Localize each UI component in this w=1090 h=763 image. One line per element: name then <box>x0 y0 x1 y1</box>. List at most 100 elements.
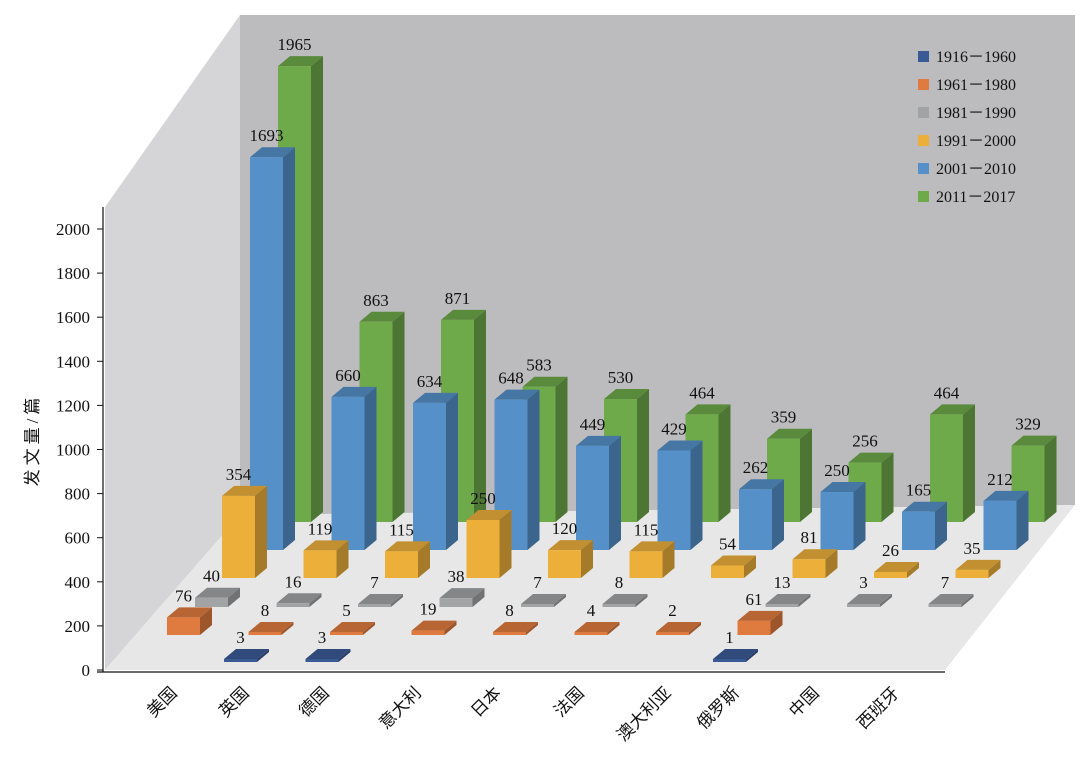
bar-top-face <box>604 389 649 400</box>
y-tick-label: 1600 <box>56 308 90 327</box>
legend-swatch <box>918 163 929 174</box>
bar-side-face <box>555 376 568 522</box>
bar-side-face <box>853 482 866 550</box>
bar: 8 <box>248 601 294 635</box>
data-label: 1 <box>725 628 734 647</box>
bar-side-face <box>609 435 621 550</box>
bar-front-face <box>739 489 772 550</box>
bar-top-face <box>411 620 457 631</box>
bar-side-face <box>391 594 403 607</box>
bar: 262 <box>739 458 784 550</box>
bar: 13 <box>765 573 811 607</box>
bar-top-face <box>522 376 568 387</box>
bar-top-face <box>331 386 377 397</box>
data-label: 464 <box>689 383 715 402</box>
bar-top-face <box>574 622 620 632</box>
bar-front-face <box>411 630 445 635</box>
bar-front-face <box>385 551 418 578</box>
bar: 250 <box>466 489 512 578</box>
data-label: 120 <box>552 519 578 538</box>
data-label: 40 <box>203 567 220 586</box>
bar-side-face <box>907 561 919 578</box>
bar-side-face <box>581 540 593 578</box>
data-label: 8 <box>505 601 514 620</box>
data-label: 449 <box>580 415 606 434</box>
bar-top-face <box>250 147 295 158</box>
bar-top-face <box>983 490 1029 501</box>
bar: 19 <box>411 600 457 635</box>
bar-top-face <box>848 452 894 463</box>
bar: 120 <box>548 519 593 578</box>
data-label: 212 <box>987 470 1013 489</box>
bar: 634 <box>413 372 458 550</box>
bar-front-face <box>167 617 200 635</box>
bar: 8 <box>493 601 538 635</box>
bar-top-face <box>278 56 323 67</box>
y-tick-label: 1800 <box>56 264 90 283</box>
bar-side-face <box>499 510 512 578</box>
bar-side-face <box>309 593 322 607</box>
bar-top-face <box>224 649 269 659</box>
bar-side-face <box>880 594 892 607</box>
data-label: 660 <box>335 366 361 385</box>
data-label: 3 <box>318 628 327 647</box>
bar-front-face <box>493 632 526 635</box>
bar-top-face <box>493 622 538 632</box>
bar: 250 <box>820 461 866 550</box>
data-label: 863 <box>363 291 389 310</box>
bar: 54 <box>711 534 756 578</box>
data-label: 329 <box>1015 415 1041 434</box>
data-label: 1693 <box>250 126 284 145</box>
bar-top-face <box>874 561 919 572</box>
bar-top-face <box>767 428 812 439</box>
bar-front-face <box>847 604 880 607</box>
data-label: 76 <box>175 586 192 605</box>
bar: 8 <box>602 573 648 607</box>
bar-front-face <box>222 495 255 578</box>
bar-side-face <box>935 501 947 550</box>
data-label: 1965 <box>278 35 312 54</box>
bar: 81 <box>792 528 838 578</box>
bar-front-face <box>548 550 581 578</box>
y-tick-label: 1000 <box>56 441 90 460</box>
bar-front-face <box>713 659 746 662</box>
bar-top-face <box>737 610 783 621</box>
bar: 119 <box>303 519 349 578</box>
bar-side-face <box>635 594 648 607</box>
data-label: 19 <box>420 600 437 619</box>
bar-top-face <box>711 555 756 566</box>
bar-front-face <box>248 632 282 635</box>
bar-side-face <box>607 622 620 635</box>
legend-item: 2001－2010 <box>918 161 1016 178</box>
bar-top-face <box>359 311 405 322</box>
bar-top-face <box>305 649 351 659</box>
bar: 61 <box>737 590 783 635</box>
bar-side-face <box>690 440 703 550</box>
bar-front-face <box>874 571 907 578</box>
bar-front-face <box>331 396 365 550</box>
bar-top-face <box>576 435 621 446</box>
bar: 115 <box>385 520 430 578</box>
y-axis-label: 发文量/篇 <box>23 394 42 487</box>
bar-side-face <box>961 594 974 607</box>
bar-top-face <box>765 593 811 604</box>
bar: 26 <box>874 541 919 578</box>
y-tick-label: 1400 <box>56 352 90 371</box>
bar-front-face <box>820 492 854 550</box>
bar-top-face <box>847 594 892 604</box>
bar-top-face <box>248 622 294 632</box>
data-label: 115 <box>634 520 659 539</box>
bar-side-face <box>689 622 701 635</box>
data-label: 16 <box>285 572 302 591</box>
bar-side-face <box>364 386 377 550</box>
bar-top-face <box>521 594 566 604</box>
bar: 16 <box>276 572 322 607</box>
bar-top-face <box>439 588 485 599</box>
bar-side-face <box>418 541 430 578</box>
bar-side-face <box>798 593 811 607</box>
data-label: 13 <box>774 573 791 592</box>
category-label: 中国 <box>785 683 822 720</box>
bar-front-face <box>250 157 283 550</box>
bar-side-face <box>255 485 267 578</box>
bar-front-face <box>928 604 962 607</box>
